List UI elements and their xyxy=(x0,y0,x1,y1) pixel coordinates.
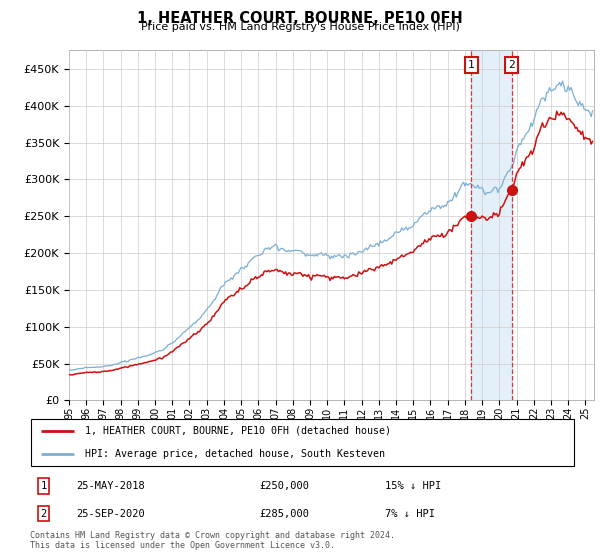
Text: 7% ↓ HPI: 7% ↓ HPI xyxy=(385,508,435,519)
Text: 2: 2 xyxy=(41,508,47,519)
Text: 2: 2 xyxy=(508,60,515,70)
Text: Contains HM Land Registry data © Crown copyright and database right 2024.
This d: Contains HM Land Registry data © Crown c… xyxy=(30,531,395,550)
FancyBboxPatch shape xyxy=(31,419,574,466)
Text: 1, HEATHER COURT, BOURNE, PE10 0FH (detached house): 1, HEATHER COURT, BOURNE, PE10 0FH (deta… xyxy=(85,426,391,436)
Text: 25-SEP-2020: 25-SEP-2020 xyxy=(76,508,145,519)
Text: HPI: Average price, detached house, South Kesteven: HPI: Average price, detached house, Sout… xyxy=(85,449,385,459)
Text: 1: 1 xyxy=(468,60,475,70)
Text: 1, HEATHER COURT, BOURNE, PE10 0FH: 1, HEATHER COURT, BOURNE, PE10 0FH xyxy=(137,11,463,26)
Text: Price paid vs. HM Land Registry's House Price Index (HPI): Price paid vs. HM Land Registry's House … xyxy=(140,22,460,32)
Text: 25-MAY-2018: 25-MAY-2018 xyxy=(76,481,145,491)
Bar xyxy=(472,50,512,400)
Text: 15% ↓ HPI: 15% ↓ HPI xyxy=(385,481,441,491)
Text: £285,000: £285,000 xyxy=(259,508,310,519)
Text: 1: 1 xyxy=(41,481,47,491)
Text: £250,000: £250,000 xyxy=(259,481,310,491)
